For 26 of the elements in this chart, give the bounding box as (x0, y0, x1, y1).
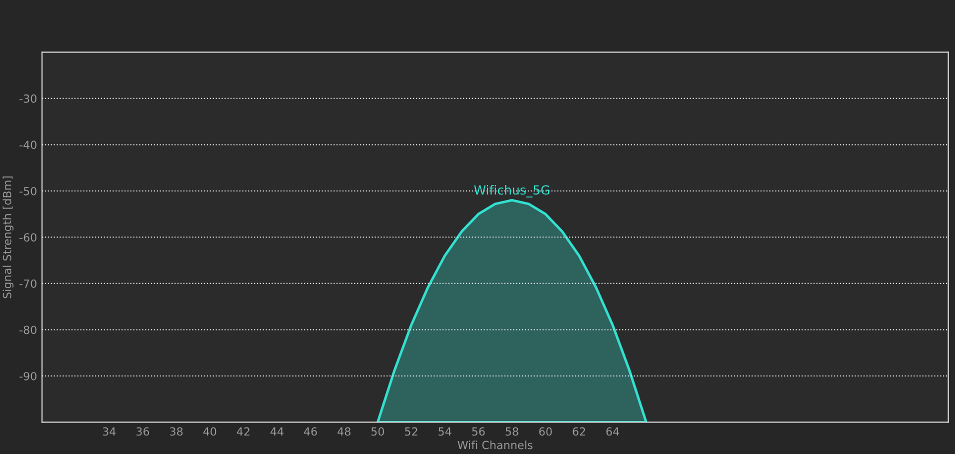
y-tick-label: -90 (20, 372, 36, 380)
y-tick-label: -40 (20, 140, 36, 150)
x-tick-label: 58 (506, 427, 518, 436)
y-tick-label: -50 (20, 186, 36, 196)
x-tick-label: 64 (606, 427, 620, 436)
x-tick-label: 60 (539, 427, 552, 436)
x-tick-label: 36 (136, 427, 150, 436)
x-tick-label: 44 (270, 427, 284, 436)
y-tick-label: -30 (20, 94, 36, 103)
series-label: Wifichus_5G (474, 184, 550, 198)
x-tick-label: 34 (102, 427, 116, 436)
x-tick-label: 40 (203, 427, 216, 436)
x-axis-title: Wifi Channels (458, 440, 533, 450)
y-axis-title: Signal Strength [dBm] (2, 176, 14, 298)
x-tick-label: 48 (338, 427, 350, 436)
y-tick-label: -80 (20, 326, 36, 334)
x-tick-label: 42 (236, 427, 250, 436)
x-tick-label: 56 (472, 427, 485, 436)
x-tick-label: 38 (170, 427, 183, 436)
x-tick-label: 54 (438, 427, 452, 436)
y-tick-label: -70 (20, 279, 36, 288)
y-tick-label: -60 (20, 233, 36, 242)
x-tick-label: 62 (572, 427, 586, 436)
x-tick-label: 46 (304, 427, 317, 436)
x-tick-label: 50 (371, 427, 384, 436)
x-tick-label: 52 (405, 427, 418, 436)
